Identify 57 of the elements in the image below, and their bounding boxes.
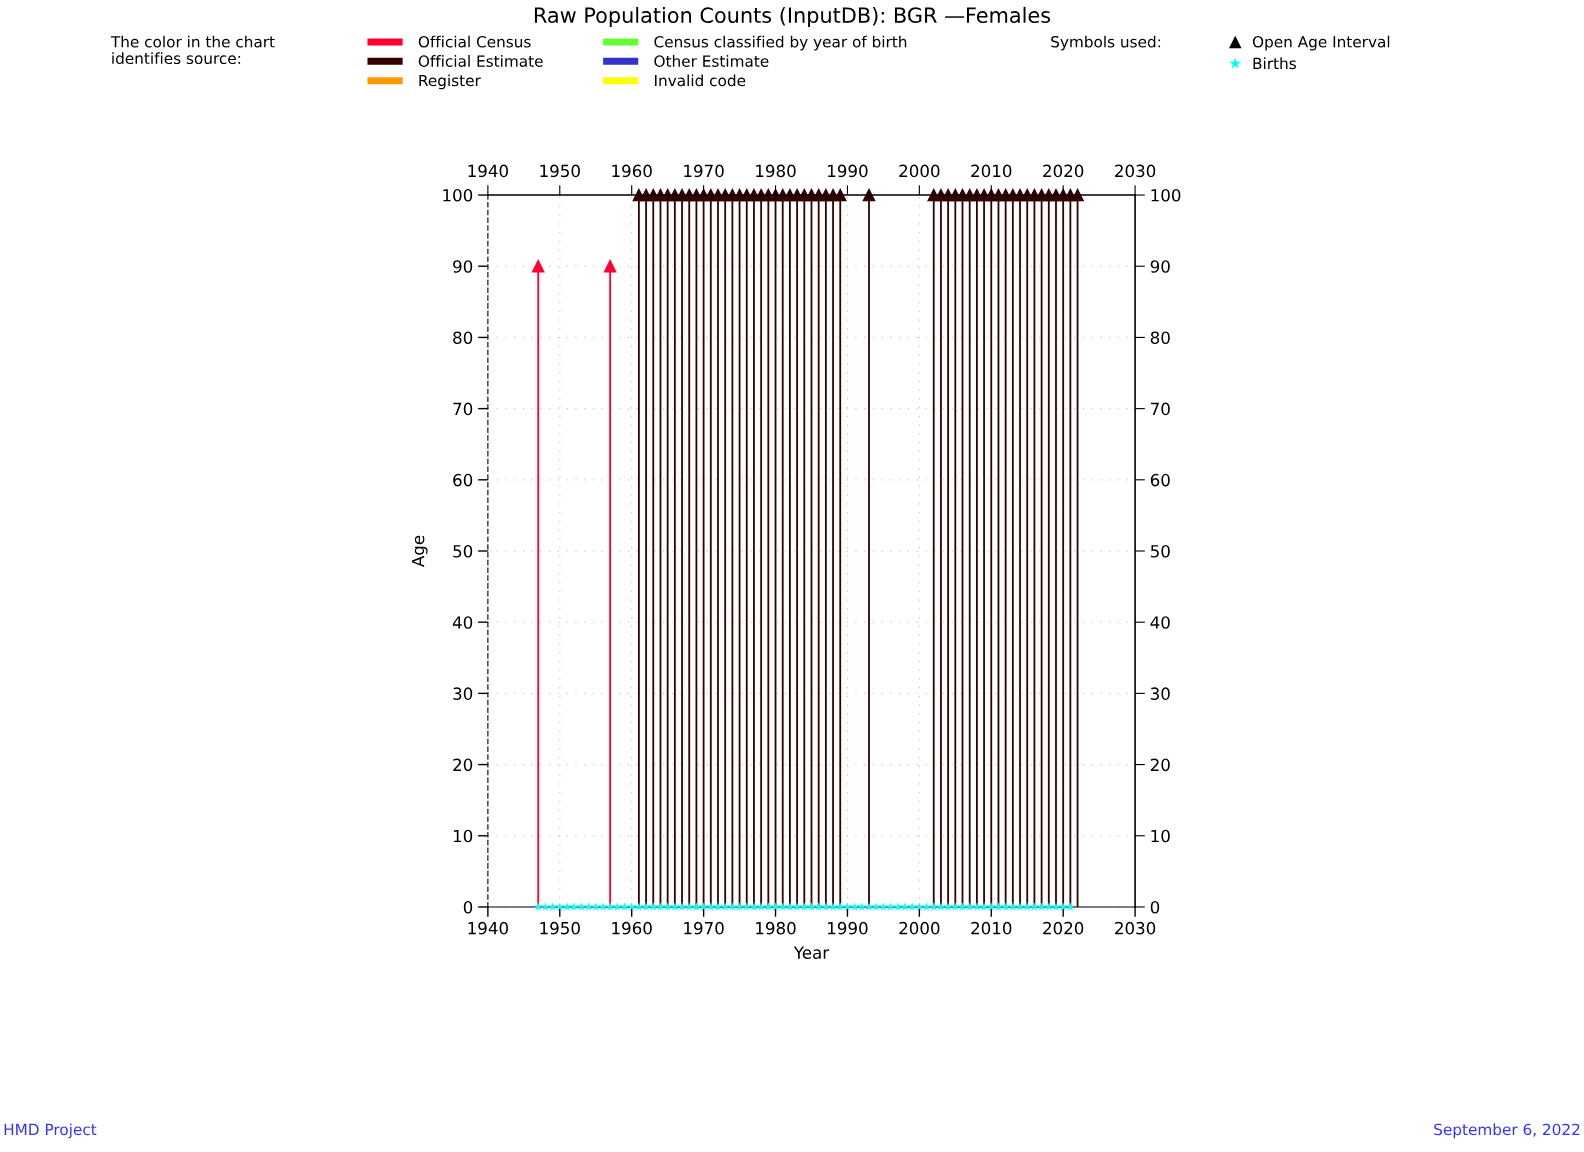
legend-label: Official Census: [418, 35, 531, 48]
legend-label: Births: [1253, 57, 1296, 70]
legend-label: Invalid code: [655, 74, 746, 87]
x2-tick-label: 2010: [971, 164, 1012, 178]
x-tick-label: 1940: [468, 921, 508, 935]
y2-tick-label: 100: [1151, 189, 1181, 202]
y-tick-label: 60: [453, 473, 473, 487]
y-tick-label: 80: [453, 331, 473, 344]
y2-tick-label: 80: [1150, 331, 1170, 344]
x2-tick-label: 1950: [540, 164, 580, 178]
legend-label: Other Estimate: [654, 55, 769, 67]
y-tick-label: 30: [453, 687, 473, 700]
x2-tick-label: 2030: [1115, 164, 1156, 178]
y2-tick-label: 40: [1150, 616, 1170, 629]
y2-tick-label: 70: [1151, 402, 1170, 416]
legend-label: Census classified by year of birth: [654, 35, 907, 51]
y2-tick-label: 20: [1150, 758, 1170, 772]
y2-tick-label: 60: [1150, 473, 1170, 487]
legend-label: Open Age Interval: [1252, 35, 1390, 51]
y2-tick-label: 10: [1151, 829, 1170, 843]
y2-tick-label: 90: [1150, 260, 1170, 273]
x-tick-label: 2000: [899, 921, 940, 935]
x2-tick-label: 2020: [1043, 164, 1084, 178]
y2-tick-label: 30: [1150, 687, 1170, 700]
y-axis-title: Age: [411, 535, 428, 567]
y-tick-label: 0: [463, 900, 473, 914]
text: September 6, 2022: [1434, 1123, 1580, 1139]
text: HMD Project: [4, 1123, 97, 1139]
x2-tick-label: 1960: [612, 164, 652, 178]
x-axis-title: Year: [793, 946, 830, 959]
x2-tick-label: 1970: [684, 164, 724, 178]
y-tick-label: 50: [453, 544, 473, 558]
legend-title: The color in the chart identifies source:: [110, 35, 275, 65]
legend-label: Register: [419, 74, 481, 90]
x-tick-label: 2010: [971, 921, 1012, 935]
y-tick-label: 90: [453, 260, 473, 273]
x-tick-label: 1990: [828, 921, 868, 935]
y-tick-label: 70: [453, 402, 473, 416]
y2-tick-label: 50: [1150, 544, 1170, 558]
y-tick-label: 100: [443, 189, 473, 202]
x-tick-label: 1980: [756, 921, 796, 935]
text: Symbols used:: [1051, 35, 1161, 51]
x-tick-label: 1950: [540, 921, 580, 935]
x-tick-label: 1970: [684, 921, 724, 935]
y-tick-label: 20: [453, 758, 473, 772]
y2-tick-label: 0: [1150, 900, 1160, 914]
x2-tick-label: 1990: [828, 164, 868, 178]
x-tick-label: 2030: [1115, 921, 1156, 935]
legend-label: Official Estimate: [418, 55, 543, 67]
x2-tick-label: 1940: [468, 164, 508, 178]
x2-tick-label: 2000: [899, 164, 940, 178]
x-tick-label: 2020: [1043, 921, 1084, 935]
chart-title: Raw Population Counts (InputDB): BGR —Females: [534, 6, 1051, 28]
x-tick-label: 1960: [612, 921, 652, 935]
x2-tick-label: 1980: [756, 164, 796, 178]
y-tick-label: 40: [452, 616, 473, 629]
y-tick-label: 10: [453, 829, 473, 843]
